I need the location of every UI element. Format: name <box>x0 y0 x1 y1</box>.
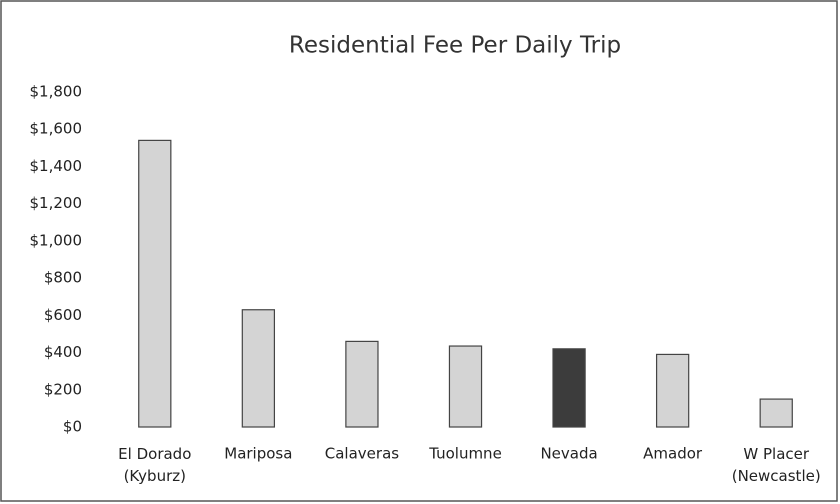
y-tick-label: $600 <box>44 306 82 324</box>
y-tick-label: $200 <box>44 380 82 398</box>
x-tick-label: W Placer (Newcastle) <box>732 445 821 485</box>
y-tick-label: $1,200 <box>30 194 83 212</box>
x-tick-label: Calaveras <box>325 445 399 463</box>
x-tick-label: Tuolumne <box>428 445 502 463</box>
y-tick-label: $0 <box>63 418 82 436</box>
y-tick-label: $1,000 <box>30 231 83 249</box>
y-tick-label: $1,800 <box>30 83 83 101</box>
bar <box>138 139 172 428</box>
y-tick-label: $1,400 <box>30 157 83 175</box>
bar <box>345 340 379 428</box>
x-tick-label: Mariposa <box>224 445 292 463</box>
y-tick-label: $400 <box>44 343 82 361</box>
y-tick-label: $1,600 <box>30 120 83 138</box>
bar <box>655 353 690 428</box>
bar <box>241 309 276 428</box>
x-tick-label: El Dorado (Kyburz) <box>118 445 191 485</box>
bar <box>759 398 793 428</box>
bar <box>552 348 586 428</box>
x-tick-label: Nevada <box>540 445 597 463</box>
bar <box>448 345 483 428</box>
x-tick-label: Amador <box>643 445 703 463</box>
chart-title: Residential Fee Per Daily Trip <box>289 33 621 59</box>
y-tick-label: $800 <box>44 269 82 287</box>
